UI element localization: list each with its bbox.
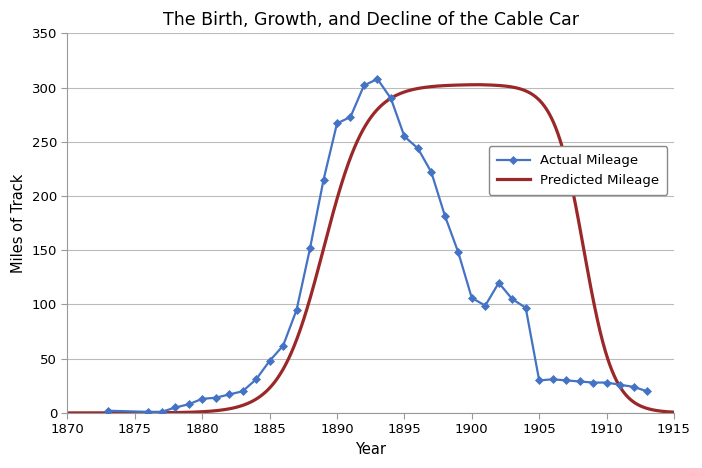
Actual Mileage — [225, 392, 233, 397]
Predicted Mileage — [474, 82, 482, 88]
X-axis label: Year: Year — [355, 442, 386, 457]
Actual Mileage — [279, 343, 287, 349]
Actual Mileage — [387, 95, 395, 101]
Actual Mileage — [494, 280, 503, 285]
Actual Mileage — [306, 245, 314, 251]
Legend: Actual Mileage, Predicted Mileage: Actual Mileage, Predicted Mileage — [489, 146, 668, 195]
Actual Mileage — [522, 305, 530, 311]
Actual Mileage — [265, 358, 274, 364]
Actual Mileage — [292, 307, 300, 313]
Actual Mileage — [643, 388, 651, 394]
Actual Mileage — [104, 408, 112, 414]
Actual Mileage — [468, 295, 476, 301]
Actual Mileage — [359, 83, 368, 88]
Actual Mileage — [508, 296, 517, 302]
Actual Mileage — [589, 380, 597, 385]
Title: The Birth, Growth, and Decline of the Cable Car: The Birth, Growth, and Decline of the Ca… — [163, 11, 578, 29]
Actual Mileage — [400, 134, 409, 139]
Actual Mileage — [616, 382, 624, 388]
Actual Mileage — [441, 213, 449, 219]
Predicted Mileage — [95, 410, 103, 416]
Actual Mileage — [481, 303, 489, 308]
Predicted Mileage — [683, 410, 691, 416]
Actual Mileage — [185, 402, 193, 407]
Predicted Mileage — [348, 150, 357, 155]
Y-axis label: Miles of Track: Miles of Track — [11, 174, 26, 273]
Predicted Mileage — [665, 409, 674, 415]
Actual Mileage — [144, 409, 152, 415]
Predicted Mileage — [552, 125, 560, 131]
Predicted Mileage — [63, 410, 72, 416]
Actual Mileage — [535, 378, 543, 383]
Actual Mileage — [171, 405, 180, 410]
Actual Mileage — [346, 114, 355, 120]
Actual Mileage — [198, 396, 206, 402]
Actual Mileage — [319, 177, 328, 183]
Predicted Mileage — [365, 117, 373, 123]
Actual Mileage — [629, 384, 637, 390]
Actual Mileage — [562, 378, 570, 383]
Actual Mileage — [576, 379, 584, 384]
Actual Mileage — [252, 376, 260, 382]
Actual Mileage — [548, 376, 557, 382]
Actual Mileage — [211, 395, 220, 401]
Line: Actual Mileage: Actual Mileage — [105, 76, 650, 415]
Actual Mileage — [157, 409, 166, 415]
Actual Mileage — [427, 169, 435, 175]
Actual Mileage — [454, 249, 463, 255]
Actual Mileage — [333, 121, 341, 126]
Actual Mileage — [602, 380, 611, 385]
Predicted Mileage — [665, 409, 674, 415]
Actual Mileage — [239, 388, 247, 394]
Actual Mileage — [413, 146, 422, 151]
Line: Predicted Mileage: Predicted Mileage — [67, 85, 687, 413]
Actual Mileage — [373, 76, 382, 82]
